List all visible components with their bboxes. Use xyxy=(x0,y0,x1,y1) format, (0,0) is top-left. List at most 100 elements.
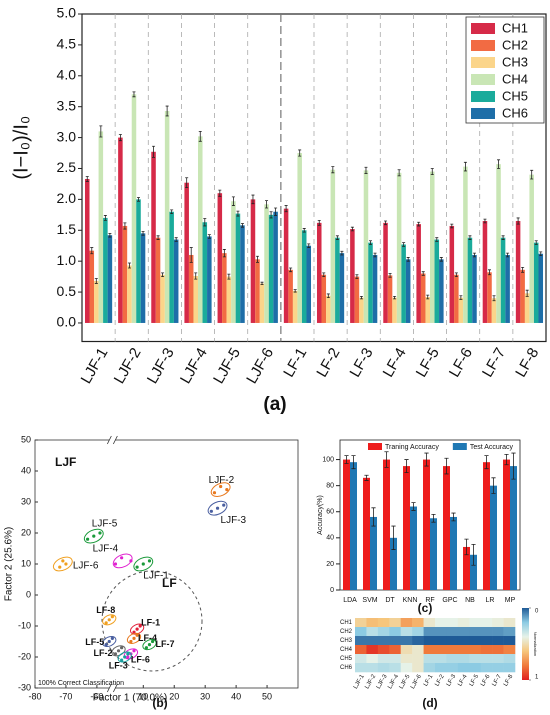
error-bar xyxy=(402,242,406,247)
error-bar xyxy=(525,289,529,297)
error-bar xyxy=(165,105,169,117)
bar xyxy=(443,466,450,590)
error-bar xyxy=(265,200,269,209)
point xyxy=(120,646,124,650)
error-bar xyxy=(207,234,211,239)
point xyxy=(107,618,111,622)
heatmap-cell xyxy=(480,654,493,664)
heatmap-cell xyxy=(412,654,424,664)
heatmap-cell xyxy=(423,663,436,673)
error-bar xyxy=(435,237,439,242)
lf-cluster-circle xyxy=(101,570,203,672)
heatmap-cell xyxy=(503,627,516,637)
bar xyxy=(292,290,298,323)
error-bar xyxy=(335,235,339,240)
x-tick-label: LF-4 xyxy=(380,345,410,380)
x-tick-label: LF-5 xyxy=(413,345,443,380)
bar xyxy=(515,221,521,323)
heatmap-cell xyxy=(412,627,424,637)
error-bar xyxy=(487,269,491,276)
y-tick-label: 10 xyxy=(21,558,31,568)
error-bar xyxy=(227,273,231,280)
heatmap-cell xyxy=(377,654,390,664)
heatmap-cell xyxy=(400,645,413,655)
group-ellipse xyxy=(126,632,142,644)
bar xyxy=(363,477,370,590)
error-bar xyxy=(108,232,112,238)
error-bar xyxy=(218,189,222,197)
error-bar xyxy=(483,218,487,224)
group-label: LF-6 xyxy=(131,654,150,664)
heatmap-cell xyxy=(446,654,459,664)
group-label: LF-2 xyxy=(94,648,113,658)
column-label: LF-4 xyxy=(457,673,469,687)
bar xyxy=(226,276,232,323)
bar xyxy=(496,164,501,323)
column-label: LF-1 xyxy=(423,673,435,687)
heatmap-cell xyxy=(469,645,482,655)
colorbar xyxy=(522,608,529,680)
bar xyxy=(151,151,156,323)
y-tick-label: 1.5 xyxy=(57,221,77,237)
column-label: LF-7 xyxy=(492,673,504,687)
group-label: LJF-4 xyxy=(93,544,119,555)
bar xyxy=(160,274,165,323)
point xyxy=(141,562,145,566)
point xyxy=(120,556,124,560)
bar xyxy=(326,295,331,323)
point xyxy=(120,658,124,662)
heatmap-cell xyxy=(435,654,447,664)
x-tick-label: LF-3 xyxy=(346,345,376,380)
group-ellipse xyxy=(133,556,154,572)
x-tick-label: KNN xyxy=(403,597,418,604)
error-bar xyxy=(174,237,178,242)
y-tick-label: 3.0 xyxy=(57,128,77,144)
heatmap-cell xyxy=(480,627,493,637)
point xyxy=(104,643,108,647)
x-tick-label: GPC xyxy=(442,597,457,604)
legend-swatch xyxy=(471,57,495,68)
heatmap-cell xyxy=(457,636,470,646)
bar xyxy=(490,485,497,590)
legend-swatch xyxy=(471,40,495,51)
bar xyxy=(403,466,410,590)
group-ellipse xyxy=(210,482,231,497)
bar xyxy=(450,516,457,590)
panel-label: (b) xyxy=(152,696,167,710)
heatmap-cell xyxy=(400,627,413,637)
point xyxy=(126,652,130,656)
error-bar xyxy=(472,252,476,258)
bar xyxy=(107,235,113,323)
bar xyxy=(350,462,357,590)
heatmap-cell xyxy=(435,645,447,655)
row-label: CH4 xyxy=(340,647,353,653)
x-tick-label: LF-2 xyxy=(313,345,343,380)
heatmap-cell xyxy=(400,636,413,646)
x-tick-label: LF-1 xyxy=(280,345,310,380)
heatmap-cell xyxy=(400,618,413,628)
bar xyxy=(222,253,227,323)
y-tick-label: -30 xyxy=(18,682,31,692)
point xyxy=(132,649,136,653)
bar xyxy=(321,274,327,323)
bar xyxy=(103,217,108,323)
y-tick-label: 4.5 xyxy=(57,36,77,52)
bar xyxy=(416,224,421,323)
group-ellipse xyxy=(207,500,228,516)
heatmap-cell xyxy=(400,663,413,673)
y-tick-label: 0.0 xyxy=(57,314,77,330)
annotation: LJF xyxy=(55,455,76,469)
point xyxy=(58,565,62,569)
heatmap-cell xyxy=(377,645,390,655)
bar xyxy=(268,214,274,323)
bar xyxy=(122,225,128,323)
point xyxy=(147,559,152,563)
heatmap-cell xyxy=(412,645,424,655)
bar xyxy=(193,276,198,323)
x-tick-label: LJF-1 xyxy=(78,345,112,387)
bar xyxy=(503,459,510,590)
heatmap-cell xyxy=(389,627,402,637)
point xyxy=(98,531,102,535)
error-bar xyxy=(344,455,349,464)
y-tick-label: 100 xyxy=(322,456,334,463)
